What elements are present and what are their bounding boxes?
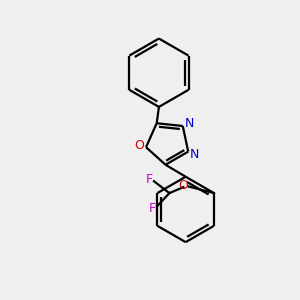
Text: O: O	[135, 139, 144, 152]
Text: N: N	[190, 148, 200, 160]
Text: N: N	[184, 117, 194, 130]
Text: F: F	[149, 202, 156, 215]
Text: O: O	[179, 179, 189, 192]
Text: F: F	[146, 173, 153, 186]
